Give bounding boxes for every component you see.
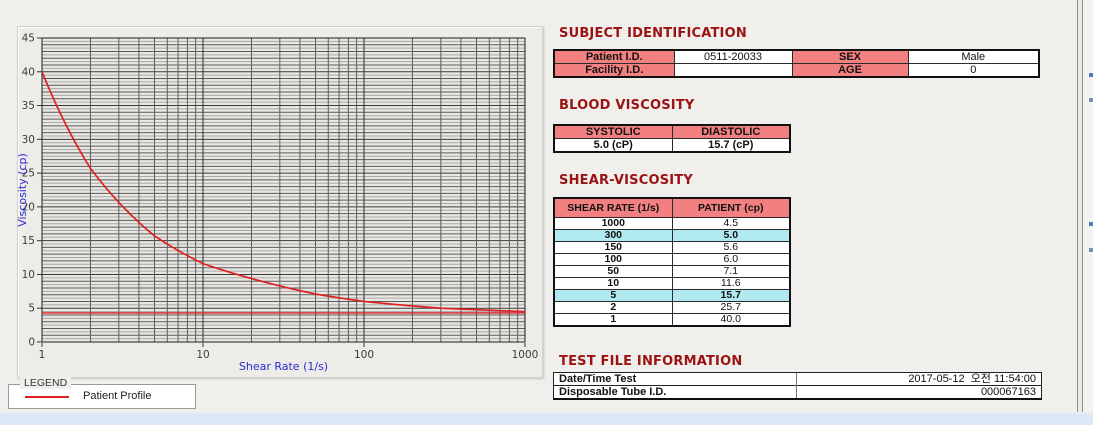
- shear-row: 10 11.6: [553, 277, 791, 290]
- patient-cp-cell: 6.0: [671, 253, 791, 266]
- section-subject-identification: SUBJECT IDENTIFICATION Patient I.D. 0511…: [553, 27, 1040, 78]
- clipped-icon: [1089, 73, 1093, 77]
- shear-rate-cell: 10: [553, 277, 673, 290]
- chart-panel: 0 5 10 15 20 25 30 35 40 45 1 10 100 1000 Shear Rate (…: [17, 26, 543, 378]
- table-row: SHEAR RATE (1/s) PATIENT (cp): [553, 197, 791, 218]
- shear-row: 1000 4.5: [553, 217, 791, 230]
- age-label: AGE: [791, 63, 909, 78]
- blood-viscosity-title: BLOOD VISCOSITY: [559, 98, 695, 113]
- subject-identification-title: SUBJECT IDENTIFICATION: [559, 26, 747, 41]
- table-row: Patient I.D. 0511-20033 SEX Male: [553, 49, 1040, 64]
- y-tick-label: 0: [28, 337, 35, 349]
- diastolic-value: 15.7 (cP): [671, 138, 791, 153]
- patient-profile-curve: [41, 71, 526, 313]
- legend-series-label: Patient Profile: [83, 390, 152, 402]
- legend-title: LEGEND: [20, 377, 72, 389]
- shear-rate-cell: 1: [553, 313, 673, 327]
- shear-row: 300 5.0: [553, 229, 791, 242]
- legend-box: LEGEND Patient Profile: [8, 377, 196, 409]
- table-row: Facility I.D. AGE 0: [553, 63, 1040, 78]
- blood-viscosity-table: SYSTOLIC DIASTOLIC 5.0 (cP) 15.7 (cP): [553, 124, 791, 153]
- y-tick-label: 45: [22, 33, 35, 45]
- y-tick-label: 10: [22, 269, 35, 281]
- shear-row: 150 5.6: [553, 241, 791, 254]
- x-axis-title: Shear Rate (1/s): [239, 360, 328, 373]
- date-time-test-value: 2017-05-12 오전 11:54:00: [796, 372, 1042, 386]
- patient-id-label: Patient I.D.: [553, 49, 675, 64]
- subject-table: Patient I.D. 0511-20033 SEX Male Facilit…: [553, 49, 1040, 78]
- patient-cp-cell: 15.7: [671, 289, 791, 302]
- date-time-test-label: Date/Time Test: [553, 372, 797, 386]
- patient-cp-cell: 40.0: [671, 313, 791, 327]
- systolic-value: 5.0 (cP): [553, 138, 673, 153]
- shear-row: 1 40.0: [553, 313, 791, 327]
- y-tick-label: 30: [22, 134, 35, 146]
- panel-splitter[interactable]: [1077, 0, 1083, 412]
- x-tick-label: 10: [196, 349, 209, 361]
- x-tick-label: 1000: [512, 349, 539, 361]
- test-file-table: Date/Time Test 2017-05-12 오전 11:54:00 Di…: [553, 372, 1042, 400]
- shear-rate-cell: 2: [553, 301, 673, 314]
- clipped-icon: [1089, 222, 1093, 226]
- shear-rate-cell: 150: [553, 241, 673, 254]
- y-tick-label: 40: [22, 66, 35, 78]
- section-shear-viscosity: SHEAR-VISCOSITY SHEAR RATE (1/s) PATIENT…: [553, 174, 791, 327]
- shear-rate-cell: 1000: [553, 217, 673, 230]
- shear-rate-header: SHEAR RATE (1/s): [553, 197, 673, 218]
- y-tick-label: 25: [22, 168, 35, 180]
- patient-cp-cell: 11.6: [671, 277, 791, 290]
- shear-rate-cell: 5: [553, 289, 673, 302]
- y-tick-label: 20: [22, 201, 35, 213]
- patient-cp-cell: 5.6: [671, 241, 791, 254]
- table-row: 5.0 (cP) 15.7 (cP): [553, 138, 791, 153]
- patient-cp-cell: 25.7: [671, 301, 791, 314]
- viscosity-chart: 0 5 10 15 20 25 30 35 40 45 1 10 100 1000 Shear Rate (…: [18, 33, 539, 374]
- shear-row: 5 15.7: [553, 289, 791, 302]
- age-value: 0: [907, 63, 1040, 78]
- shear-rate-cell: 50: [553, 265, 673, 278]
- section-test-file-information: TEST FILE INFORMATION Date/Time Test 201…: [553, 355, 1042, 400]
- table-row: Date/Time Test 2017-05-12 오전 11:54:00: [553, 372, 1042, 386]
- shear-row: 100 6.0: [553, 253, 791, 266]
- legend-line-sample: [25, 396, 69, 398]
- disposable-tube-id-value: 000067163: [796, 385, 1042, 399]
- patient-cp-header: PATIENT (cp): [671, 197, 791, 218]
- facility-id-label: Facility I.D.: [553, 63, 675, 78]
- systolic-header: SYSTOLIC: [553, 124, 673, 139]
- sex-label: SEX: [791, 49, 909, 64]
- patient-id-value: 0511-20033: [673, 49, 793, 64]
- patient-cp-cell: 7.1: [671, 265, 791, 278]
- patient-cp-cell: 5.0: [671, 229, 791, 242]
- table-row: Disposable Tube I.D. 000067163: [553, 385, 1042, 399]
- clipped-right-panel: [1083, 0, 1093, 412]
- table-row: SYSTOLIC DIASTOLIC: [553, 124, 791, 139]
- y-tick-label: 5: [28, 303, 35, 315]
- shear-rate-cell: 100: [553, 253, 673, 266]
- x-tick-label: 100: [354, 349, 374, 361]
- y-tick-label: 35: [22, 100, 35, 112]
- shear-row: 50 7.1: [553, 265, 791, 278]
- clipped-icon: [1089, 248, 1093, 252]
- sex-value: Male: [907, 49, 1040, 64]
- section-blood-viscosity: BLOOD VISCOSITY SYSTOLIC DIASTOLIC 5.0 (…: [553, 99, 791, 153]
- shear-row: 2 25.7: [553, 301, 791, 314]
- shear-rate-cell: 300: [553, 229, 673, 242]
- shear-viscosity-title: SHEAR-VISCOSITY: [559, 173, 693, 188]
- shear-viscosity-table: SHEAR RATE (1/s) PATIENT (cp) 1000 4.5 300…: [553, 197, 791, 327]
- y-tick-label: 15: [22, 235, 35, 247]
- clipped-icon: [1089, 98, 1093, 102]
- bottom-strip: [0, 413, 1093, 425]
- y-axis-title: Viscosity (cp): [18, 153, 29, 227]
- shear-table-body: 1000 4.5 300 5.0 150 5.6 100 6.0 50 7.1 10 11.6 5 15.…: [553, 217, 791, 327]
- disposable-tube-id-label: Disposable Tube I.D.: [553, 385, 797, 399]
- patient-cp-cell: 4.5: [671, 217, 791, 230]
- x-tick-label: 1: [39, 349, 46, 361]
- facility-id-value: [673, 63, 793, 78]
- diastolic-header: DIASTOLIC: [671, 124, 791, 139]
- test-file-information-title: TEST FILE INFORMATION: [559, 354, 743, 369]
